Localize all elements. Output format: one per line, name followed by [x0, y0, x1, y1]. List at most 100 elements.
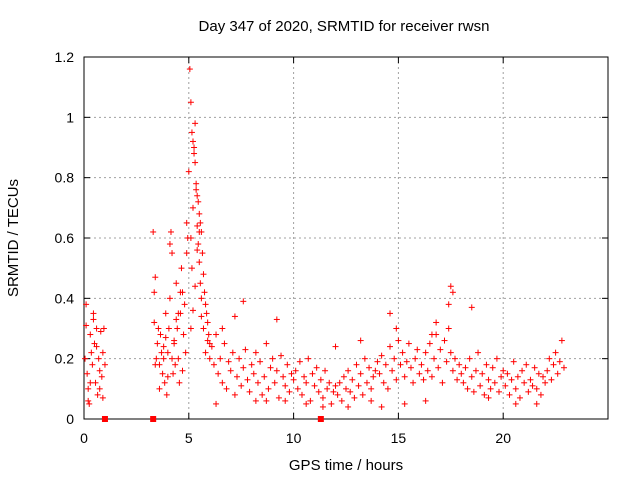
data-point — [359, 391, 366, 398]
data-point — [437, 346, 444, 353]
data-point — [94, 391, 101, 398]
data-point — [374, 358, 381, 365]
data-point — [382, 361, 389, 368]
data-point — [389, 367, 396, 374]
data-point — [180, 331, 187, 338]
data-point — [305, 355, 312, 362]
data-point — [174, 325, 181, 332]
data-point — [378, 403, 385, 410]
data-point — [286, 388, 293, 395]
x-tick-label: 5 — [185, 430, 193, 446]
data-point — [412, 355, 419, 362]
data-point — [330, 388, 337, 395]
data-point — [163, 391, 170, 398]
data-point — [355, 382, 362, 389]
data-point — [504, 370, 511, 377]
data-point — [516, 394, 523, 401]
data-point — [197, 280, 204, 287]
data-point — [387, 310, 394, 317]
data-point — [435, 364, 442, 371]
data-point — [86, 400, 93, 407]
data-point — [248, 361, 255, 368]
data-point — [153, 355, 160, 362]
data-point — [193, 180, 200, 187]
data-point — [159, 370, 166, 377]
data-point — [242, 346, 249, 353]
data-point — [169, 355, 176, 362]
data-point — [290, 376, 297, 383]
data-point — [384, 385, 391, 392]
data-point — [317, 376, 324, 383]
data-point — [161, 379, 168, 386]
data-point — [87, 331, 94, 338]
data-point — [420, 376, 427, 383]
data-point — [240, 298, 247, 305]
data-point — [192, 120, 199, 127]
data-point — [319, 403, 326, 410]
data-point — [370, 373, 377, 380]
data-point — [100, 325, 107, 332]
data-point — [349, 376, 356, 383]
data-point — [393, 376, 400, 383]
data-point — [368, 385, 375, 392]
data-point — [502, 382, 509, 389]
data-point — [393, 325, 400, 332]
data-point — [98, 373, 105, 380]
data-point — [535, 370, 542, 377]
data-point — [181, 301, 188, 308]
data-point — [296, 358, 303, 365]
data-point — [96, 367, 103, 374]
data-point — [231, 391, 238, 398]
data-point — [485, 394, 492, 401]
data-point — [338, 397, 345, 404]
y-tick-label: 0 — [66, 411, 74, 427]
data-point — [219, 325, 226, 332]
data-point — [188, 129, 195, 136]
data-point — [351, 394, 358, 401]
data-point — [458, 370, 465, 377]
data-point — [472, 367, 479, 374]
data-point — [217, 355, 224, 362]
data-point — [195, 241, 202, 248]
data-point — [298, 391, 305, 398]
data-point — [227, 367, 234, 374]
data-point — [177, 289, 184, 296]
data-point — [462, 364, 469, 371]
data-point — [552, 349, 559, 356]
data-point — [196, 228, 203, 235]
data-point — [82, 355, 89, 362]
data-point — [512, 385, 519, 392]
data-point — [191, 150, 198, 157]
data-point — [84, 370, 91, 377]
data-point — [278, 352, 285, 359]
data-point — [322, 367, 329, 374]
data-point — [487, 385, 494, 392]
data-point — [99, 394, 106, 401]
data-point — [187, 235, 194, 241]
data-point — [372, 367, 379, 374]
data-point — [162, 310, 169, 317]
data-point — [506, 391, 513, 398]
data-point — [468, 304, 475, 311]
data-point — [540, 373, 547, 380]
data-point — [158, 349, 165, 356]
data-point — [157, 331, 164, 338]
data-point — [368, 397, 375, 404]
data-point — [418, 361, 425, 368]
data-point — [315, 388, 322, 395]
data-point — [267, 364, 274, 371]
data-point — [156, 385, 163, 392]
data-point — [254, 379, 261, 386]
data-point — [556, 358, 563, 365]
data-point — [326, 379, 333, 386]
data-point — [191, 144, 198, 151]
data-point — [311, 382, 318, 389]
data-point — [201, 289, 208, 296]
data-point — [193, 186, 200, 193]
data-point — [498, 373, 505, 380]
data-point — [92, 379, 99, 386]
data-point — [90, 316, 97, 323]
x-axis-label: GPS time / hours — [289, 457, 403, 474]
data-point — [491, 379, 498, 386]
data-point — [523, 361, 530, 368]
